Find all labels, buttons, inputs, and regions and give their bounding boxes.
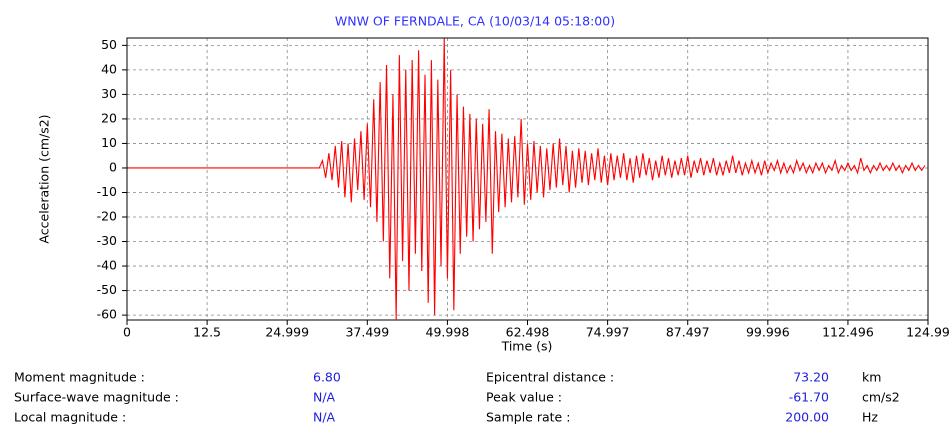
x-tick-label: 24.999 [265, 325, 309, 340]
info-label: Peak value : [486, 390, 562, 405]
info-label: km [862, 370, 881, 385]
info-label: cm/s2 [862, 390, 900, 405]
x-axis-label: Time (s) [501, 339, 553, 354]
x-tick-label: 49.998 [426, 325, 470, 340]
info-label: Sample rate : [486, 410, 570, 425]
y-tick-label: -20 [97, 209, 117, 224]
info-value: 200.00 [785, 410, 829, 425]
info-value: 6.80 [313, 370, 341, 385]
y-tick-label: -60 [97, 307, 117, 322]
info-label: Surface-wave magnitude : [14, 390, 179, 405]
plot-frame [126, 37, 929, 321]
x-tick-label: 74.997 [586, 325, 630, 340]
y-tick-label: -50 [97, 282, 117, 297]
y-tick-label: 0 [109, 159, 117, 174]
y-tick-label: 20 [101, 110, 117, 125]
x-tick-label: 0 [123, 325, 131, 340]
y-tick-label: -30 [97, 233, 117, 248]
info-label: Moment magnitude : [14, 370, 145, 385]
y-tick-label: -10 [97, 184, 117, 199]
info-label: Epicentral distance : [486, 370, 614, 385]
y-tick-label: 10 [101, 135, 117, 150]
info-value: N/A [313, 390, 336, 405]
x-tick-label: 37.499 [345, 325, 389, 340]
x-tick-label: 112.496 [822, 325, 874, 340]
info-label: Local magnitude : [14, 410, 126, 425]
x-tick-label: 99.996 [746, 325, 790, 340]
y-tick-label: 30 [101, 86, 117, 101]
x-tick-label: 87.497 [666, 325, 710, 340]
info-value: 73.20 [793, 370, 829, 385]
info-value: N/A [313, 410, 336, 425]
x-tick-label: 12.5 [193, 325, 221, 340]
x-tick-label: 62.498 [506, 325, 550, 340]
y-tick-label: -40 [97, 258, 117, 273]
info-value: -61.70 [789, 390, 829, 405]
x-tick-label: 124.99 [906, 325, 950, 340]
y-tick-label: 40 [101, 61, 117, 76]
trace [127, 37, 926, 320]
y-tick-label: 50 [101, 37, 117, 52]
chart-title: WNW OF FERNDALE, CA (10/03/14 05:18:00) [335, 14, 615, 29]
info-label: Hz [862, 410, 878, 425]
y-axis-label: Acceleration (cm/s2) [37, 114, 52, 243]
